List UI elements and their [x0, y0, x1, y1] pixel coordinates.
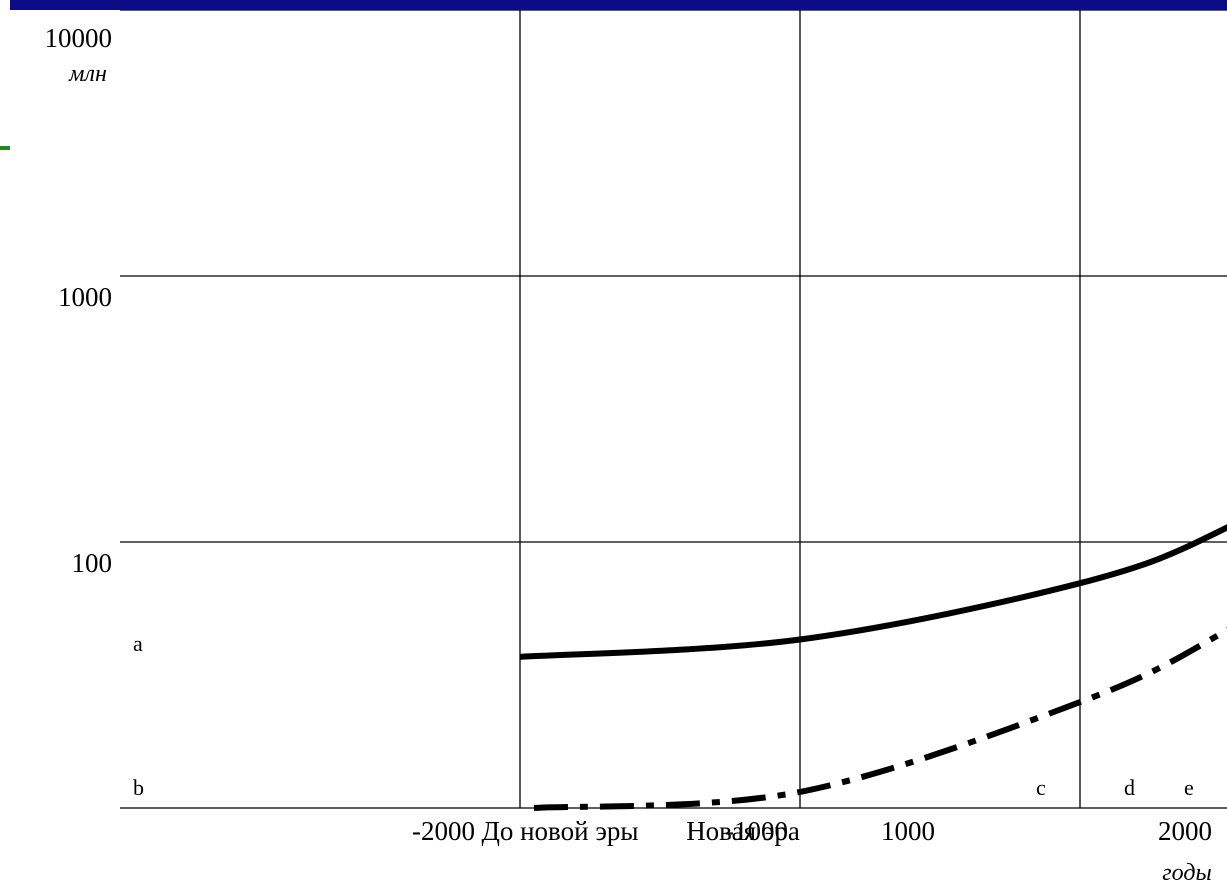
- axis-labels: млн годы До новой эры Новая эра: [68, 61, 1212, 883]
- grid: [120, 10, 1227, 809]
- tick-labels: -2000 -1000 1000 2000 100 1000 10000: [45, 23, 1213, 846]
- y-tick-label: 100: [72, 548, 113, 578]
- left-border-strip: [0, 0, 10, 883]
- x-axis-unit-label: годы: [1162, 860, 1211, 883]
- chart-area: млн годы До новой эры Новая эра -2000 -10…: [10, 10, 1227, 883]
- x-tick-label: 2000: [1158, 816, 1212, 846]
- decorative-green-mark: [0, 146, 10, 150]
- series-label-e: e: [1184, 775, 1194, 800]
- series-label-b: b: [133, 775, 144, 800]
- series-label-a: a: [133, 631, 143, 656]
- y-tick-label: 1000: [58, 282, 112, 312]
- y-axis-unit-label: млн: [68, 61, 107, 87]
- series-label-c: c: [1036, 775, 1046, 800]
- series-line-b: [533, 626, 1227, 811]
- series-line-a: [519, 524, 1227, 660]
- y-tick-label: 10000: [45, 23, 113, 53]
- bce-era-label: До новой эры: [481, 816, 638, 846]
- series-labels: a b c d e: [133, 631, 1194, 800]
- ce-era-label: Новая эра: [686, 816, 800, 846]
- x-tick-label: -2000: [412, 816, 475, 846]
- series-group: [519, 524, 1227, 811]
- x-tick-label: 1000: [881, 816, 935, 846]
- population-log-chart: млн годы До новой эры Новая эра -2000 -10…: [45, 10, 1227, 883]
- x-tick-label: -1000: [725, 816, 788, 846]
- series-label-d: d: [1124, 775, 1135, 800]
